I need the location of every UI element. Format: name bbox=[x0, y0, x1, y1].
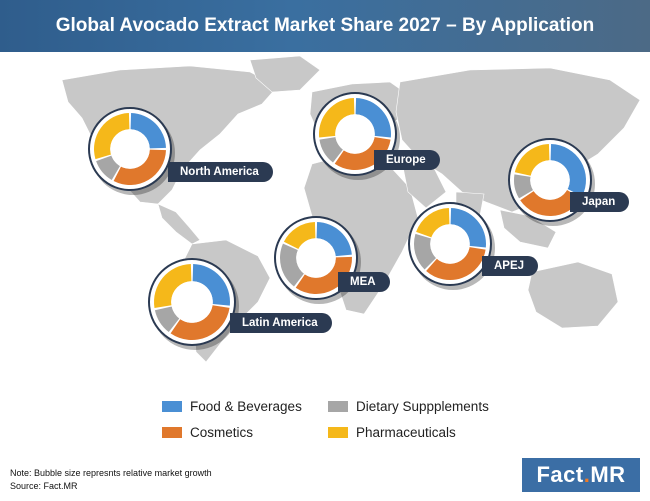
donut-slice-pharmaceuticals bbox=[94, 113, 130, 160]
donut-slice-pharmaceuticals bbox=[283, 222, 316, 250]
donut-hole bbox=[335, 114, 375, 154]
legend-swatch bbox=[162, 400, 182, 412]
legend-swatch bbox=[162, 426, 182, 438]
donut-hole bbox=[530, 160, 570, 200]
world-map bbox=[61, 55, 641, 363]
donut-slice-cosmetics bbox=[170, 305, 230, 340]
australia-landmass bbox=[527, 261, 619, 329]
legend: Food & Beverages Dietary Suppplements Co… bbox=[0, 392, 650, 452]
donut-slice-dietary-suppplements bbox=[154, 306, 180, 333]
donut-slice-pharmaceuticals bbox=[319, 98, 355, 138]
donut-hole bbox=[110, 129, 150, 169]
donut-slice-food-beverages bbox=[355, 98, 391, 138]
donut-slice-cosmetics bbox=[426, 247, 486, 280]
legend-label: Food & Beverages bbox=[190, 398, 302, 414]
note-text: Note: Bubble size represnts relative mar… bbox=[10, 468, 212, 478]
region-label-north-america: North America bbox=[168, 162, 273, 182]
donut-hole bbox=[296, 238, 336, 278]
legend-label: Dietary Suppplements bbox=[356, 398, 489, 414]
logo-dot: . bbox=[583, 462, 591, 487]
donut-north-america bbox=[88, 107, 175, 195]
region-label-apej: APEJ bbox=[482, 256, 539, 276]
legend-swatch bbox=[328, 400, 348, 412]
legend-item-food-beverages: Food & Beverages bbox=[162, 396, 302, 416]
legend-label: Cosmetics bbox=[190, 424, 254, 440]
region-label-japan: Japan bbox=[570, 192, 630, 212]
legend-item-pharmaceuticals: Pharmaceuticals bbox=[328, 422, 456, 442]
donut-apej bbox=[408, 202, 495, 290]
region-label-mea: MEA bbox=[338, 272, 390, 292]
donut-slice-dietary-suppplements bbox=[96, 155, 120, 181]
factmr-logo: Fact. MR bbox=[522, 458, 640, 492]
chart-title: Global Avocado Extract Market Share 2027… bbox=[55, 15, 595, 36]
donut-slice-dietary-suppplements bbox=[319, 137, 343, 163]
donut-slice-cosmetics bbox=[113, 149, 166, 185]
greenland-landmass bbox=[249, 55, 321, 93]
donut-hole bbox=[171, 281, 213, 323]
donut-slice-cosmetics bbox=[295, 256, 352, 294]
donut-hole bbox=[430, 224, 470, 264]
donut-latin-america bbox=[148, 258, 239, 350]
logo-part1: Fact bbox=[536, 462, 584, 487]
central-america-landmass bbox=[157, 203, 201, 245]
donut-slice-pharmaceuticals bbox=[514, 144, 550, 176]
donut-slice-dietary-suppplements bbox=[514, 174, 534, 199]
donut-slice-dietary-suppplements bbox=[280, 243, 304, 287]
donut-slice-cosmetics bbox=[520, 190, 582, 217]
donut-slice-food-beverages bbox=[450, 208, 486, 248]
region-label-europe: Europe bbox=[374, 150, 440, 170]
donut-slice-dietary-suppplements bbox=[414, 233, 437, 270]
donut-slice-pharmaceuticals bbox=[416, 208, 450, 238]
source-text: Source: Fact.MR bbox=[10, 481, 78, 491]
legend-item-dietary-supplements: Dietary Suppplements bbox=[328, 396, 489, 416]
legend-swatch bbox=[328, 426, 348, 438]
donut-slice-food-beverages bbox=[550, 144, 586, 197]
legend-label: Pharmaceuticals bbox=[356, 424, 456, 440]
donut-slice-food-beverages bbox=[130, 113, 166, 149]
logo-part2: MR bbox=[590, 462, 626, 487]
title-banner: Global Avocado Extract Market Share 2027… bbox=[0, 0, 650, 52]
legend-item-cosmetics: Cosmetics bbox=[162, 422, 253, 442]
donut-slice-food-beverages bbox=[316, 222, 352, 257]
donut-slice-food-beverages bbox=[192, 264, 230, 306]
region-label-latin-america: Latin America bbox=[230, 313, 332, 333]
donut-slice-pharmaceuticals bbox=[154, 264, 192, 308]
